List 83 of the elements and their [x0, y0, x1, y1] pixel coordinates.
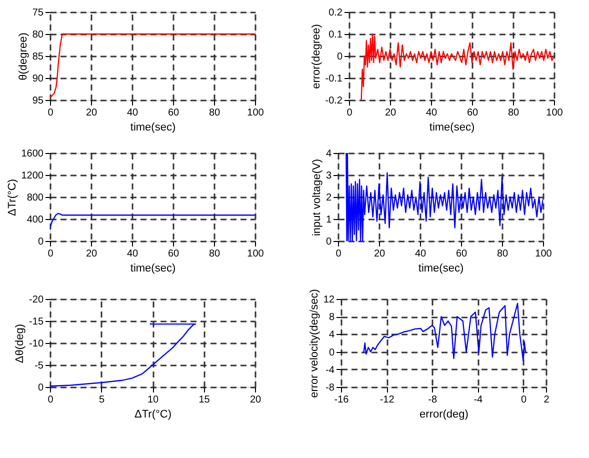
line-series [50, 212, 255, 228]
x-tick-label: 20 [374, 248, 386, 260]
y-tick-label: -15 [29, 316, 44, 328]
x-tick-label: 20 [250, 394, 262, 406]
x-axis-title: time(sec) [130, 262, 176, 274]
x-tick-label: 60 [466, 108, 478, 118]
y-tick-label: -0.1 [325, 74, 343, 84]
y-tick-label: 75 [32, 8, 44, 18]
y-axis-title: input voltage(V) [310, 158, 323, 236]
y-tick-label: 0 [328, 347, 335, 358]
x-tick-label: 60 [168, 108, 180, 118]
x-tick-label: 100 [546, 108, 564, 118]
x-tick-label: 20 [384, 108, 396, 118]
x-tick-label: 5 [98, 394, 105, 406]
x-tick-label: 0 [520, 394, 527, 406]
y-tick-label: 800 [26, 192, 44, 204]
y-tick-label: 0.2 [328, 8, 343, 18]
y-tick-label: -8 [326, 382, 335, 394]
x-tick-label: 80 [496, 248, 508, 260]
y-tick-label: 1600 [21, 148, 44, 160]
x-tick-label: 40 [414, 248, 426, 260]
x-axis-title: time(sec) [429, 122, 475, 134]
x-tick-label: 20 [86, 108, 98, 118]
x-tick-label: 60 [168, 248, 180, 260]
y-tick-label: 0.1 [328, 30, 343, 40]
x-tick-label: -8 [428, 394, 438, 406]
x-tick-label: 80 [508, 108, 520, 118]
x-tick-label: 20 [86, 248, 98, 260]
x-tick-label: 40 [126, 108, 138, 118]
line-series [360, 33, 554, 100]
x-axis-title: time(sec) [418, 262, 464, 274]
x-tick-label: 0 [48, 394, 54, 406]
x-axis-title: time(sec) [130, 122, 176, 134]
y-tick-label: 4 [326, 148, 332, 160]
x-axis-title: error(deg) [420, 408, 468, 420]
x-tick-label: 80 [208, 108, 220, 118]
line-series [346, 153, 543, 241]
y-tick-label: 3 [326, 170, 332, 182]
y-axis-title: Δθ(deg) [14, 324, 26, 364]
y-axis-title: error(degree) [310, 24, 322, 89]
y-axis-title: error velocity(deg/sec) [308, 289, 320, 398]
x-tick-label: 100 [247, 248, 264, 260]
y-tick-label: 4 [328, 330, 335, 341]
x-tick-label: 0 [48, 248, 54, 260]
x-tick-label: 100 [535, 248, 552, 260]
x-tick-label: 40 [126, 248, 138, 260]
y-tick-label: 400 [26, 214, 44, 226]
y-tick-label: 8 [328, 312, 335, 324]
x-tick-label: -16 [334, 394, 350, 406]
x-tick-label: 40 [426, 108, 438, 118]
y-tick-label: 1 [326, 214, 332, 226]
y-axis-title: ΔTr(°C) [6, 179, 18, 216]
y-tick-label: 0 [326, 236, 332, 248]
y-tick-label: 80 [32, 30, 44, 40]
y-tick-label: -10 [29, 338, 44, 350]
y-tick-label: 12 [323, 294, 335, 306]
x-tick-label: 2 [544, 394, 550, 406]
line-series [363, 302, 526, 362]
y-tick-label: 1200 [21, 170, 44, 182]
y-tick-label: 85 [32, 52, 44, 62]
x-tick-label: 0 [48, 108, 54, 118]
x-tick-label: 0 [346, 108, 353, 118]
y-axis-title: θ(degree) [17, 32, 30, 80]
y-tick-label: 0 [38, 382, 44, 394]
x-tick-label: -4 [474, 394, 484, 406]
y-tick-label: 90 [32, 74, 44, 84]
x-tick-label: 100 [247, 108, 264, 118]
y-tick-label: 2 [326, 192, 332, 204]
y-tick-label: 95 [32, 96, 44, 106]
x-tick-label: 80 [208, 248, 220, 260]
x-tick-label: -12 [380, 394, 395, 406]
x-tick-label: 10 [147, 394, 159, 406]
y-tick-label: 0 [38, 236, 44, 248]
y-tick-label: 0 [336, 52, 343, 62]
x-tick-label: 15 [198, 394, 210, 406]
y-tick-label: -20 [29, 294, 44, 306]
x-tick-label: 60 [456, 248, 468, 260]
y-tick-label: -5 [34, 360, 44, 372]
line-series [50, 33, 255, 98]
y-tick-label: -0.2 [325, 96, 343, 106]
line-series [50, 322, 196, 387]
y-tick-label: -4 [326, 364, 335, 376]
x-axis-title: ΔTr(°C) [134, 408, 172, 420]
